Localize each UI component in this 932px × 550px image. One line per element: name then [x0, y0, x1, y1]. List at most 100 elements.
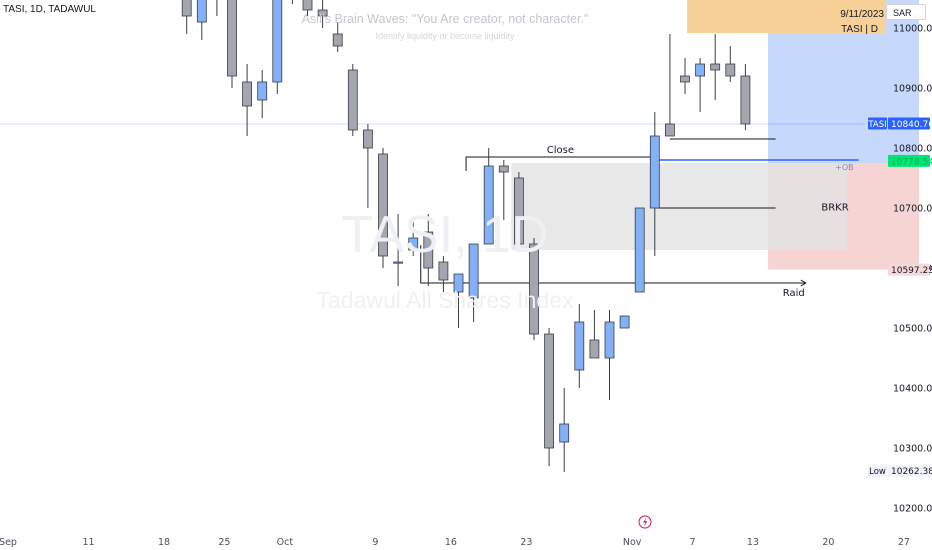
candle[interactable] — [634, 207, 645, 293]
candle[interactable] — [498, 160, 509, 220]
candle-body — [710, 63, 721, 71]
candle-body — [695, 63, 705, 77]
raid-arrow-line — [420, 245, 806, 284]
candle[interactable] — [257, 70, 268, 118]
candle[interactable] — [181, 0, 192, 34]
candle-body — [362, 129, 373, 149]
price-tag-value: 10262.380 — [891, 467, 932, 477]
candle-body — [649, 135, 660, 209]
candle-body — [453, 273, 464, 293]
date-tick-label: 16 — [445, 537, 457, 548]
candle[interactable] — [408, 220, 419, 256]
price-tag: 10840.760 TASI — [867, 117, 932, 130]
candle-body — [514, 177, 524, 245]
price-tick-label: 10300.000 — [893, 444, 932, 455]
candle-body — [272, 0, 283, 83]
time-axis[interactable]: Sep111825Oct91623Nov7132027Dec — [0, 515, 932, 548]
candle[interactable] — [423, 214, 434, 286]
candle[interactable] — [665, 34, 675, 137]
candle[interactable] — [740, 64, 751, 130]
candle[interactable] — [378, 148, 388, 268]
date-tick-label: Oct — [277, 537, 294, 548]
candle[interactable] — [453, 273, 464, 328]
candle-body — [317, 9, 328, 17]
price-tag-bg — [888, 263, 930, 276]
date-tick-label: 20 — [822, 537, 834, 548]
close-label: Close — [547, 145, 574, 156]
candle[interactable] — [649, 112, 660, 256]
candle[interactable] — [347, 64, 358, 136]
candle[interactable] — [619, 315, 630, 329]
candle-body — [680, 75, 690, 83]
date-tick-label: 9 — [372, 537, 378, 548]
candle[interactable] — [196, 0, 207, 40]
symbol-header[interactable]: TASI, 1D, TADAWUL — [3, 4, 96, 15]
candle[interactable] — [212, 0, 221, 16]
price-tag-bg — [888, 464, 930, 477]
candle-body — [483, 165, 494, 245]
candle[interactable] — [710, 34, 721, 100]
currency-selector[interactable]: SAR — [886, 4, 926, 20]
breaker-zone — [511, 163, 847, 250]
lightning-icon-bolt — [643, 517, 648, 527]
candle-body — [423, 231, 434, 269]
candle[interactable] — [529, 238, 539, 340]
candle-body — [559, 423, 570, 443]
price-tag-label-bg — [868, 117, 887, 130]
candle[interactable] — [680, 58, 690, 94]
candle-body — [378, 153, 388, 257]
candle[interactable] — [604, 310, 615, 400]
candles-layer[interactable] — [1, 0, 751, 472]
candle[interactable] — [272, 0, 283, 94]
candle-body — [196, 0, 207, 23]
candle-body — [438, 261, 449, 281]
info-box — [687, 0, 885, 33]
candle-body — [725, 63, 736, 77]
date-tick-label: 25 — [218, 537, 230, 548]
candle[interactable] — [483, 148, 494, 245]
candle[interactable] — [559, 388, 570, 472]
price-tag-bg — [888, 117, 930, 130]
candle-body — [574, 321, 585, 371]
candle[interactable] — [317, 0, 328, 28]
date-tick-label: Nov — [623, 537, 642, 548]
candle[interactable] — [695, 58, 705, 112]
candle-body — [498, 165, 509, 173]
candle[interactable] — [393, 214, 404, 286]
candle-body — [634, 207, 645, 293]
date-tick-label: Sep — [0, 537, 17, 548]
candle[interactable] — [242, 64, 253, 136]
price-tag-label: Low — [869, 467, 886, 477]
price-tag: 10597.257 — [888, 263, 932, 276]
candle[interactable] — [362, 124, 373, 208]
candle-body — [242, 81, 253, 107]
candle-body — [665, 123, 675, 137]
candle[interactable] — [227, 0, 237, 88]
candle[interactable] — [468, 243, 479, 322]
candle[interactable] — [438, 256, 449, 292]
candle[interactable] — [544, 328, 554, 466]
price-tick-label: 10800.000 — [893, 144, 932, 155]
price-tick-label: 10900.000 — [893, 84, 932, 95]
ob-label: +OB — [835, 163, 854, 172]
price-tag-value: 10597.257 — [891, 266, 932, 276]
candle[interactable] — [302, 0, 313, 16]
candle-body — [544, 333, 554, 449]
candle[interactable] — [574, 304, 585, 388]
candle[interactable] — [725, 46, 736, 82]
close-arrow-line — [465, 156, 655, 171]
raid-label: Raid — [783, 288, 805, 299]
candle[interactable] — [514, 172, 524, 245]
candle[interactable] — [589, 310, 600, 359]
price-tick-label: 10700.000 — [893, 204, 932, 215]
raid-arrow-head — [800, 279, 807, 287]
candle[interactable] — [332, 22, 343, 52]
candle-body — [468, 243, 479, 299]
candle-body — [393, 261, 404, 264]
price-tag-label: TASI — [867, 120, 886, 130]
candle-body — [347, 69, 358, 131]
candle[interactable] — [288, 0, 297, 4]
candle-body — [332, 33, 343, 47]
